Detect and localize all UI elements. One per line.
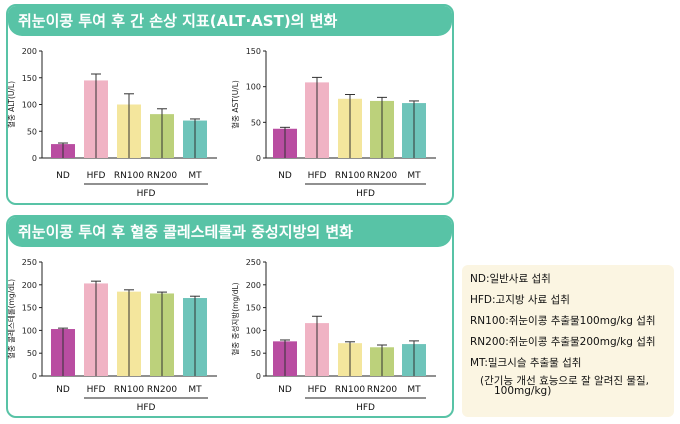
- y-tick-label: 200: [22, 281, 37, 290]
- y-tick-label: 50: [251, 118, 261, 127]
- legend-item-hfd: HFD:고지방 사료 섭취: [470, 294, 570, 306]
- legend-mt-note-1: (간기능 개선 효능으로 잘 알려진 물질,: [480, 375, 650, 387]
- x-tick-label: RN100: [335, 385, 365, 395]
- y-tick-label: 200: [246, 281, 261, 290]
- legend-item-nd: ND:일반사료 섭취: [470, 273, 551, 285]
- y-tick-label: 200: [22, 47, 37, 56]
- group-label: HFD: [137, 189, 156, 199]
- y-tick-label: 50: [27, 127, 37, 136]
- y-tick-label: 150: [22, 304, 37, 313]
- y-axis-label: 혈중 중성지방(mg/dL): [230, 282, 240, 355]
- y-tick-label: 50: [251, 349, 261, 358]
- group-label: HFD: [356, 189, 375, 199]
- x-tick-label: ND: [278, 385, 292, 395]
- x-tick-label: RN100: [114, 385, 144, 395]
- x-tick-label: HFD: [308, 171, 327, 181]
- legend-item-rn200: RN200:쥐눈이콩 추출물200mg/kg 섭취: [470, 336, 656, 348]
- y-tick-label: 100: [22, 326, 37, 335]
- x-tick-label: MT: [188, 171, 202, 181]
- y-tick-label: 100: [246, 326, 261, 335]
- y-tick-label: 0: [32, 372, 37, 381]
- lipid-panel: 쥐눈이콩 투여 후 혈중 콜레스테롤과 중성지방의 변화: [6, 215, 454, 418]
- group-label: HFD: [137, 403, 156, 413]
- y-tick-label: 150: [22, 74, 37, 83]
- liver-section-title: 쥐눈이콩 투여 후 간 손상 지표(ALT·AST)의 변화: [8, 6, 452, 36]
- y-tick-label: 50: [27, 349, 37, 358]
- y-axis-label: 혈중 ALT(U/L): [6, 81, 16, 128]
- y-axis-label: 혈중 AST(U/L): [230, 80, 240, 129]
- legend-mt-note-2: 100mg/kg): [494, 385, 552, 397]
- y-tick-label: 250: [246, 258, 261, 267]
- lipid-section-title: 쥐눈이콩 투여 후 혈중 콜레스테롤과 중성지방의 변화: [8, 217, 452, 247]
- x-tick-label: MT: [407, 171, 421, 181]
- x-tick-label: ND: [56, 171, 70, 181]
- y-axis-label: 혈중 콜레스테롤(mg/dL): [6, 279, 16, 359]
- x-tick-label: HFD: [87, 385, 106, 395]
- x-tick-label: ND: [56, 385, 70, 395]
- y-tick-label: 250: [22, 258, 37, 267]
- x-tick-label: RN200: [367, 385, 397, 395]
- x-tick-label: RN100: [335, 171, 365, 181]
- y-tick-label: 150: [246, 47, 261, 56]
- x-tick-label: MT: [407, 385, 421, 395]
- x-tick-label: RN200: [147, 171, 177, 181]
- y-tick-label: 0: [256, 372, 261, 381]
- y-tick-label: 100: [246, 83, 261, 92]
- x-tick-label: RN200: [367, 171, 397, 181]
- x-tick-label: HFD: [87, 171, 106, 181]
- x-tick-label: RN200: [147, 385, 177, 395]
- y-tick-label: 0: [256, 154, 261, 163]
- group-label: HFD: [356, 403, 375, 413]
- x-tick-label: ND: [278, 171, 292, 181]
- legend-box: ND:일반사료 섭취 HFD:고지방 사료 섭취 RN100:쥐눈이콩 추출물1…: [462, 265, 674, 417]
- legend-item-rn100: RN100:쥐눈이콩 추출물100mg/kg 섭취: [470, 315, 656, 327]
- x-tick-label: MT: [188, 385, 202, 395]
- x-tick-label: RN100: [114, 171, 144, 181]
- y-tick-label: 0: [32, 154, 37, 163]
- y-tick-label: 100: [22, 101, 37, 110]
- legend-item-mt: MT:밀크시슬 추출물 섭취: [470, 357, 582, 369]
- y-tick-label: 150: [246, 304, 261, 313]
- x-tick-label: HFD: [308, 385, 327, 395]
